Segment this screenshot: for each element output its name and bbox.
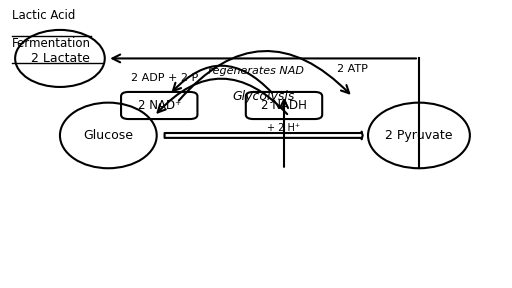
Text: 2 Lactate: 2 Lactate: [31, 52, 90, 65]
Text: 2 NADH: 2 NADH: [261, 99, 307, 112]
Text: + 2 H⁺: + 2 H⁺: [267, 123, 301, 133]
Text: Lactic Acid: Lactic Acid: [12, 9, 75, 22]
Text: Glycolysis: Glycolysis: [232, 90, 295, 103]
Text: regenerates NAD: regenerates NAD: [208, 66, 304, 75]
Text: 2 ADP + 2 P: 2 ADP + 2 P: [131, 73, 198, 83]
Text: Fermentation: Fermentation: [12, 37, 91, 50]
Text: 2 Pyruvate: 2 Pyruvate: [385, 129, 453, 142]
Text: 2 ATP: 2 ATP: [337, 64, 368, 74]
Text: 2 NAD⁺: 2 NAD⁺: [138, 99, 181, 112]
Text: Glucose: Glucose: [83, 129, 133, 142]
